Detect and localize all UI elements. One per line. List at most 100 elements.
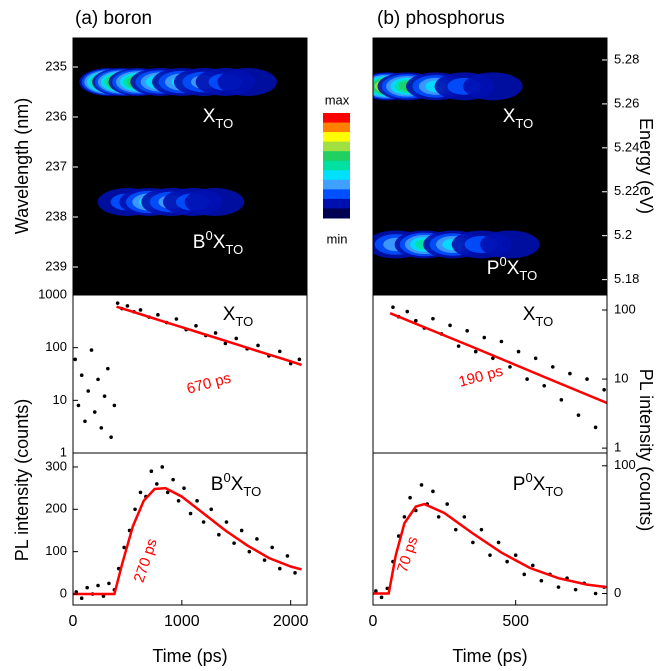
data-point [465, 329, 469, 333]
fit-label: 70 ps [394, 535, 422, 575]
data-point [232, 541, 236, 545]
data-point [533, 356, 538, 361]
plot-area [73, 301, 302, 439]
data-point [374, 589, 378, 593]
data-point [86, 389, 91, 393]
plot-area [389, 305, 607, 430]
data-point [499, 339, 504, 344]
colorbar-swatch [323, 141, 350, 152]
data-point [462, 515, 467, 519]
data-point [99, 426, 104, 430]
y-tick-label: 100 [614, 457, 636, 472]
data-point [155, 482, 159, 486]
y-tick-label: 235 [45, 58, 67, 73]
data-point [262, 558, 267, 562]
data-point [445, 502, 449, 506]
data-point [83, 419, 87, 424]
data-point [224, 520, 229, 524]
plot-area [373, 483, 607, 600]
data-point [448, 323, 452, 328]
data-point [453, 527, 458, 532]
y-axis-label: Energy (eV) [636, 118, 656, 214]
data-point [576, 413, 581, 417]
annotation-part: TO [545, 484, 563, 499]
data-point [76, 403, 81, 408]
data-point [79, 596, 84, 601]
annotation-part: 0 [205, 228, 212, 243]
y-tick-label: 239 [45, 258, 67, 273]
data-point [270, 545, 274, 550]
y-tick-label: 10 [614, 371, 628, 386]
data-point [602, 387, 606, 392]
annotation: P0XTO [513, 470, 563, 499]
data-point [239, 528, 244, 533]
data-point [138, 308, 143, 312]
annotation-part: B [211, 474, 224, 495]
colorbar-swatch [323, 113, 350, 124]
annotation: B0XTO [211, 470, 261, 499]
data-point [234, 336, 239, 341]
y-tick-label: 236 [45, 108, 67, 123]
data-point [160, 465, 165, 469]
y-tick-label: 5.2 [614, 227, 632, 242]
x-tick-label: 1000 [164, 613, 200, 630]
data-point [133, 507, 137, 512]
data-point [247, 549, 252, 554]
y-tick-label: 5.26 [614, 95, 639, 110]
annotation-part: X [533, 474, 546, 495]
plot-area [373, 38, 607, 295]
y-tick-label: 100 [614, 301, 636, 316]
colorbar-swatch [323, 189, 350, 200]
data-point [174, 317, 179, 321]
panel-title: (a) boron [75, 8, 152, 29]
data-point [89, 348, 94, 352]
annotation-part: X [223, 304, 236, 325]
y-tick-label: 5.22 [614, 183, 639, 198]
data-point [125, 304, 130, 308]
panel-title: (b) phosphorus [377, 8, 505, 29]
colorbar-swatch [323, 122, 350, 133]
colorbar-swatch [323, 198, 350, 209]
data-point [176, 499, 181, 503]
annotation: XTO [503, 106, 534, 131]
data-point [385, 586, 390, 591]
data-point [213, 331, 218, 335]
colorbar-swatch [323, 170, 350, 181]
data-point [115, 301, 120, 305]
data-point [122, 545, 126, 550]
data-point [593, 425, 598, 430]
y-tick-label: 1000 [38, 286, 67, 301]
annotation-part: X [231, 474, 244, 495]
y-tick-label: 300 [45, 458, 67, 473]
data-point [391, 305, 395, 309]
data-point [79, 373, 84, 378]
x-axis-label: Time (ps) [152, 646, 227, 666]
annotation: XTO [203, 106, 234, 131]
panel-frame [72, 294, 308, 454]
data-point [297, 357, 302, 362]
annotation-part: X [523, 304, 536, 325]
data-point [539, 578, 544, 583]
y-tick-label: 10 [53, 392, 67, 407]
data-point [573, 587, 578, 592]
annotation-part: X [503, 106, 516, 127]
data-point [255, 537, 259, 541]
data-point [559, 398, 564, 402]
data-point [277, 566, 282, 571]
fit-label: 190 ps [457, 363, 505, 391]
data-point [293, 571, 297, 575]
y-tick-label: 1 [614, 440, 621, 455]
plot-area [73, 38, 307, 295]
plot-area [73, 465, 302, 601]
data-point [488, 553, 492, 557]
fit-line [373, 502, 607, 595]
data-point [568, 371, 572, 376]
data-point [195, 499, 199, 503]
y-axis-label: Wavelength (nm) [12, 98, 32, 234]
y-axis-label: PL intensity (counts) [12, 399, 32, 561]
data-point [473, 349, 478, 354]
annotation-part: 0 [525, 470, 532, 485]
annotation-part: 0 [223, 470, 230, 485]
annotation-part: TO [215, 116, 233, 131]
